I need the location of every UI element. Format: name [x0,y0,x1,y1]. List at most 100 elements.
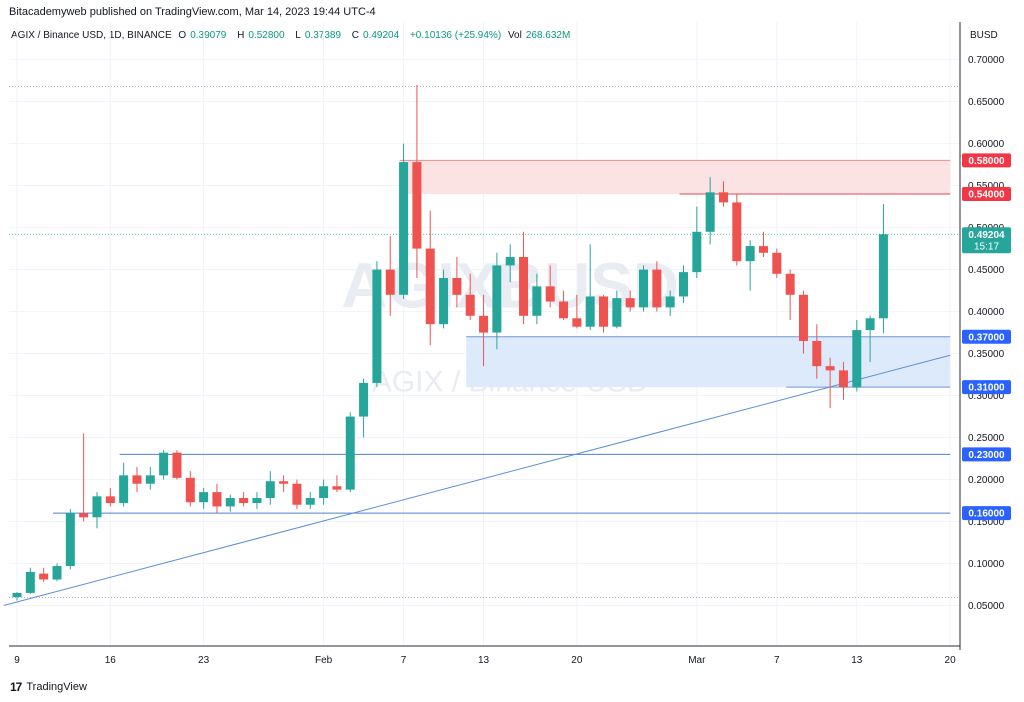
candle-body [25,571,35,593]
candle [705,177,715,245]
candle [159,450,169,480]
candle [878,204,888,334]
candle-body [372,269,382,383]
candle [65,508,75,570]
y-tick-label: 0.35000 [968,349,1005,360]
candle-body [359,382,369,417]
x-tick-label: 7 [401,655,407,666]
y-tick-label: 0.15000 [968,517,1005,528]
level-tag-label: 0.31000 [968,383,1005,394]
candle [718,181,728,207]
candle-body [332,486,342,490]
candle-body [319,486,329,499]
level-tag [962,329,1011,344]
candle-body [838,370,848,388]
candle-body [399,162,409,295]
tradingview-logo-icon: 17 [10,680,22,694]
candle-body [225,498,235,507]
candle [452,256,462,308]
y-tick-label: 0.55000 [968,181,1005,192]
zone-box [399,160,951,195]
candle [225,494,235,512]
candle [545,265,555,308]
candle [305,492,315,509]
candle-body [439,277,449,325]
candle-body [652,269,662,308]
y-tick-label: 0.45000 [968,265,1005,276]
candle [612,290,622,329]
candle-body [159,452,169,476]
candle [212,483,222,514]
candle-body [585,296,595,327]
y-tick-label: 0.40000 [968,307,1005,318]
candle-body [599,296,609,327]
brand-name: TradingView [26,681,87,693]
grid [9,22,960,646]
candle-body [812,340,822,367]
candle-body [92,496,102,518]
candle-body [785,273,795,295]
candle [359,378,369,438]
candle [639,265,649,312]
currency-label: BUSD [970,30,998,41]
candle-body [479,315,489,333]
candle-body [745,246,755,262]
candle [239,492,249,507]
candle-body [798,294,808,341]
trend-line [3,354,951,606]
y-tick-label: 0.65000 [968,97,1005,108]
candle-body [345,416,355,490]
candle-body [625,298,635,308]
candle-body [758,246,768,253]
candle-body [559,301,569,319]
candle [772,248,782,278]
candle [252,492,262,509]
candle [599,294,609,333]
candle-body [79,513,89,518]
candle-body [865,318,875,331]
low-value: 0.37389 [304,30,342,41]
candle-body [305,498,315,505]
x-tick-label: 13 [851,655,863,666]
candle-body [639,269,649,308]
candle [199,487,209,509]
y-tick-label: 0.60000 [968,139,1005,150]
x-tick-label: 9 [14,655,20,666]
candle-body [252,498,262,504]
candle [745,240,755,291]
candle-body [145,475,155,484]
candle [105,487,115,507]
publish-info: Bitacademyweb published on TradingView.c… [9,6,376,18]
candle-body [425,248,435,325]
y-tick-label: 0.05000 [968,601,1005,612]
candle [385,235,395,316]
candle [185,471,195,507]
high-value: 0.52800 [248,30,285,41]
candle [25,567,35,594]
x-tick-label: 23 [198,655,210,666]
candle [92,492,102,529]
x-tick-label: 16 [105,655,117,666]
candles [12,84,888,601]
candle [572,294,582,329]
candle-body [385,269,395,295]
candle-body [292,483,302,505]
candle-body [132,475,142,484]
candle [865,315,875,362]
symbol-info[interactable]: AGIX / Binance USD, 1D, BINANCE [11,30,172,41]
level-tag-label: 0.58000 [968,156,1005,167]
candle [692,206,702,278]
candle-body [212,492,222,507]
candle [52,563,62,582]
candle [132,466,142,493]
level-tag [962,506,1011,521]
candle [812,324,822,379]
candle-body [572,318,582,327]
x-tick-label: Feb [315,655,333,666]
candle [12,592,22,601]
candle [758,231,768,257]
candle-body [679,272,688,297]
candle-body [185,477,195,503]
x-tick-label: 13 [478,655,490,666]
